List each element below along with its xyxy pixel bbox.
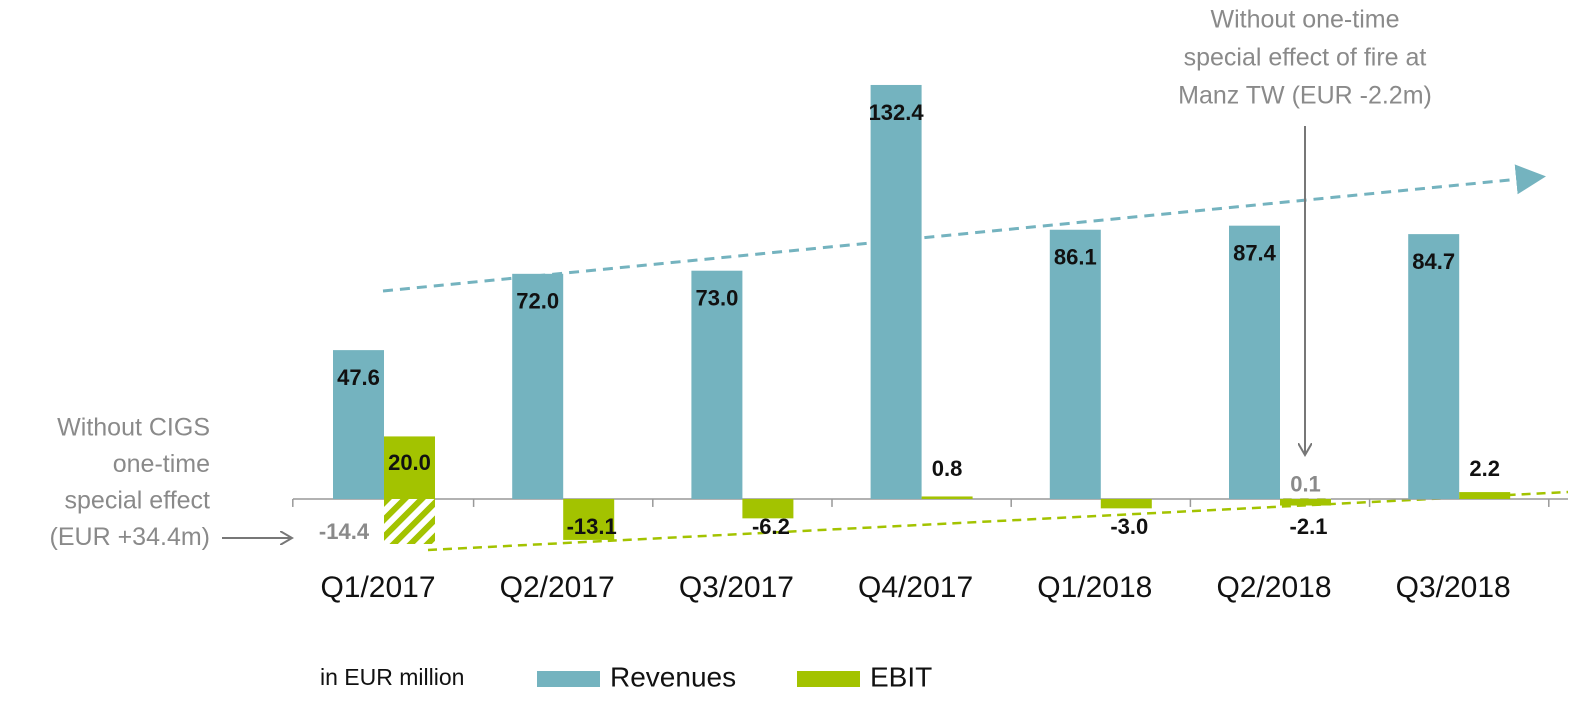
value-label: 0.8 <box>932 456 963 481</box>
x-tick-label: Q4/2017 <box>858 571 973 604</box>
revenue-bar <box>691 270 743 499</box>
annotation-text: Without one-time <box>1211 6 1400 34</box>
revenue-trend <box>382 164 1546 293</box>
value-label: 47.6 <box>337 365 380 390</box>
ebit-bar <box>1100 498 1152 509</box>
legend-label: Revenues <box>610 661 736 692</box>
legend: Revenues EBIT <box>537 661 932 692</box>
ebit-bar <box>563 498 615 540</box>
x-tick-label: Q1/2017 <box>320 571 435 604</box>
value-label: 86.1 <box>1054 245 1097 270</box>
value-label: 132.4 <box>869 100 925 125</box>
ebit-bar <box>921 496 973 499</box>
x-tick-label: Q3/2017 <box>679 571 794 604</box>
annotation-text: special effect of fire at <box>1184 44 1427 72</box>
ebit-bar <box>1459 492 1511 499</box>
value-label: 20.0 <box>388 450 431 475</box>
revenue-bar <box>333 350 384 499</box>
value-label: 87.4 <box>1233 240 1277 265</box>
annotation-text: one-time <box>113 450 210 478</box>
value-label: 73.0 <box>695 286 738 311</box>
revenue-bar <box>1049 229 1101 499</box>
annotation-text: special effect <box>65 487 211 515</box>
annotations: Without one-time special effect of fire a… <box>50 6 1432 552</box>
ebit-bar <box>742 498 794 519</box>
x-tick-label: Q1/2018 <box>1037 571 1152 604</box>
revenue-bar <box>870 84 922 499</box>
annotation-text: Manz TW (EUR -2.2m) <box>1178 82 1432 110</box>
legend-swatch <box>537 671 600 687</box>
value-label: -13.1 <box>567 514 617 539</box>
value-label: 72.0 <box>516 289 559 314</box>
value-label: -2.1 <box>1290 514 1328 539</box>
legend-label: EBIT <box>870 661 932 692</box>
hatched-label: 0.1 <box>1290 471 1321 496</box>
x-tick-label: Q3/2018 <box>1396 571 1511 604</box>
unit-note: in EUR million <box>320 664 464 690</box>
value-label: -6.2 <box>752 514 790 539</box>
revenue-bar <box>1408 234 1460 499</box>
ebit-bar <box>1280 498 1331 506</box>
annotation-text: (EUR +34.4m) <box>50 523 210 551</box>
value-label: 84.7 <box>1412 249 1455 274</box>
hatched-label: -14.4 <box>319 519 370 544</box>
revenue-bar <box>512 273 564 499</box>
plot: Q1/2017 -14.4 47.6 20.0 Q2/2017 72.0 -13.1 Q3/2… <box>292 84 1568 604</box>
annotation-text: Without CIGS <box>57 414 210 442</box>
hatched-bar <box>384 498 435 544</box>
value-label: 2.2 <box>1469 456 1500 481</box>
revenue-bar <box>1229 225 1280 499</box>
x-tick-label: Q2/2017 <box>500 571 615 604</box>
ebit-trend <box>427 490 1569 552</box>
legend-swatch <box>797 671 860 687</box>
ebit-bar <box>384 436 435 499</box>
x-tick-label: Q2/2018 <box>1216 571 1331 604</box>
value-label: -3.0 <box>1110 514 1148 539</box>
